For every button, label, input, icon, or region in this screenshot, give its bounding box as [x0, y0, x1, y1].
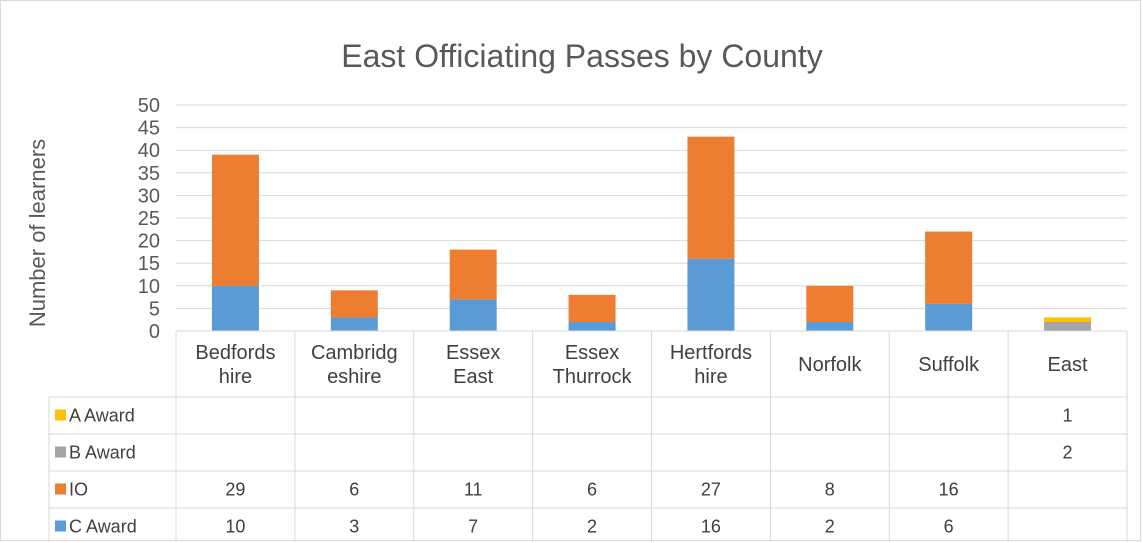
table-cell-value: 6	[349, 480, 359, 500]
x-category-label: Thurrock	[553, 366, 633, 388]
x-category-label: East	[453, 366, 493, 388]
table-cell-value: 3	[349, 517, 359, 537]
y-tick-label: 35	[138, 163, 160, 185]
bar-segment-io	[330, 290, 378, 318]
legend-label: A Award	[69, 406, 135, 426]
table-cell-value: 16	[939, 480, 959, 500]
table-cell-value: 29	[225, 480, 245, 500]
x-category-label: Essex	[446, 342, 500, 364]
bar-segment-c-award	[806, 321, 854, 331]
x-category-label: hire	[694, 366, 727, 388]
legend-label: IO	[69, 480, 88, 500]
bar-segment-c-award	[330, 317, 378, 331]
legend-key	[55, 446, 66, 458]
bar-segment-io	[449, 249, 497, 300]
bar-segment-c-award	[211, 285, 259, 331]
bar-segment-io	[211, 154, 259, 286]
legend-label: B Award	[69, 443, 136, 463]
chart-title: East Officiating Passes by County	[341, 38, 822, 74]
table-cell-value: 6	[944, 517, 954, 537]
data-table: BedfordshireCambridgeshireEssexEastEssex…	[48, 330, 1128, 542]
bar-segment-c-award	[568, 321, 616, 331]
bar-segment-io	[568, 294, 616, 322]
bar-segment-io	[925, 231, 973, 304]
bar-segment-io	[687, 136, 735, 259]
legend-label: C Award	[69, 517, 137, 537]
table-cell-value: 6	[587, 480, 597, 500]
y-tick-label: 0	[149, 321, 160, 343]
table-cell-value: 2	[1063, 443, 1073, 463]
y-tick-label: 25	[138, 208, 160, 230]
x-category-label: Hertfords	[670, 342, 752, 364]
bar-segment-c-award	[449, 299, 497, 331]
x-category-label: hire	[219, 366, 252, 388]
bar-segment-a-award	[1044, 317, 1092, 322]
x-category-label: Cambridg	[311, 342, 398, 364]
x-category-label: eshire	[327, 366, 381, 388]
y-tick-label: 40	[138, 140, 160, 162]
legend-key	[55, 409, 66, 421]
table-cell-value: 1	[1063, 406, 1073, 426]
table-cell-value: 2	[587, 517, 597, 537]
y-tick-label: 45	[138, 118, 160, 140]
y-tick-label: 20	[138, 231, 160, 253]
bars	[211, 136, 1092, 331]
legend-key	[55, 483, 66, 495]
table-cell-value: 11	[464, 480, 483, 500]
y-tick-label: 5	[149, 298, 160, 320]
table-cell-value: 27	[701, 480, 721, 500]
bar-segment-c-award	[925, 303, 973, 331]
y-tick-label: 10	[138, 276, 160, 298]
gridlines	[176, 104, 1127, 332]
x-category-label: Suffolk	[918, 354, 980, 376]
table-cell-value: 8	[825, 480, 835, 500]
y-axis-label: Number of learners	[25, 139, 50, 327]
table-cell-value: 7	[468, 517, 478, 537]
x-category-label: East	[1048, 354, 1088, 376]
y-tick-label: 30	[138, 185, 160, 207]
x-category-label: Bedfords	[195, 342, 275, 364]
table-cell-value: 10	[225, 517, 245, 537]
x-category-label: Norfolk	[798, 354, 862, 376]
x-category-label: Essex	[565, 342, 619, 364]
bar-segment-io	[806, 285, 854, 322]
bar-segment-c-award	[687, 258, 735, 331]
table-cell-value: 16	[701, 517, 721, 537]
bar-segment-b-award	[1044, 321, 1092, 331]
y-tick-label: 15	[138, 253, 160, 275]
legend-key	[55, 520, 66, 532]
table-cell-value: 2	[825, 517, 835, 537]
y-tick-label: 50	[138, 95, 160, 117]
